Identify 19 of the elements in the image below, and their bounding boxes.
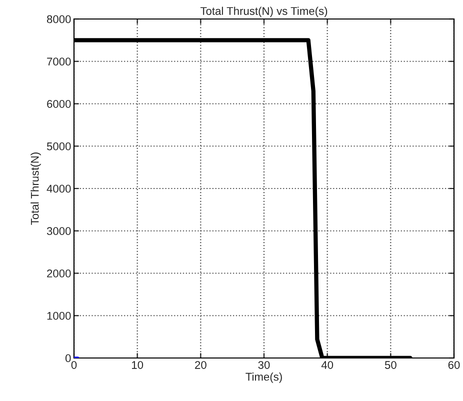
chart-title: Total Thrust(N) vs Time(s) — [200, 6, 328, 18]
x-tick-label: 0 — [71, 361, 77, 369]
x-axis-title: Time(s) — [246, 372, 282, 383]
y-tick-label: 4000 — [46, 184, 71, 193]
y-tick-label: 0 — [65, 354, 71, 362]
x-tick-label: 40 — [321, 361, 334, 369]
y-tick-label: 1000 — [47, 312, 71, 320]
x-tick-label: 20 — [195, 361, 206, 369]
x-tick-label: 30 — [258, 361, 270, 369]
y-tick-label: 3000 — [46, 227, 71, 236]
y-tick-label: 5000 — [46, 142, 71, 150]
y-tick-label: 6000 — [47, 100, 71, 108]
x-tick-label: 10 — [132, 361, 144, 369]
y-tick-label: 2000 — [47, 270, 71, 278]
x-tick-label: 50 — [384, 361, 396, 369]
y-tick-label: 8000 — [46, 15, 71, 24]
y-tick-label: 7000 — [47, 58, 71, 66]
y-axis-title: Total Thrust(N) — [30, 152, 41, 225]
x-tick-label: 60 — [448, 361, 460, 369]
